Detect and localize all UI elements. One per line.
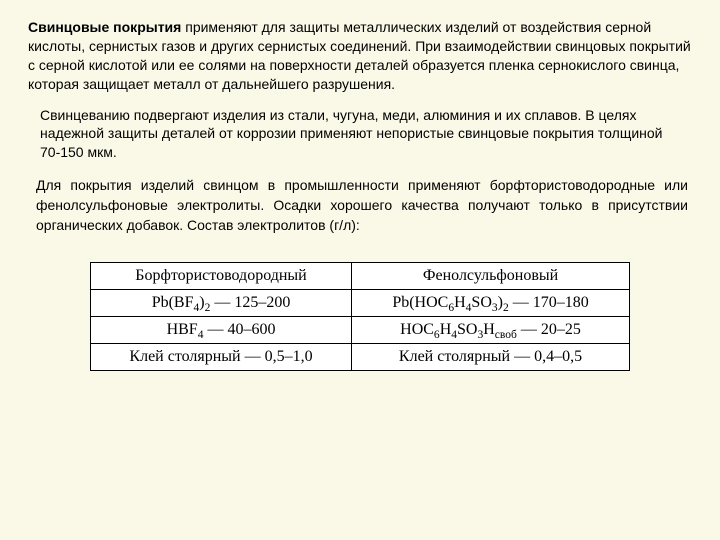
paragraph-3: Для покрытия изделий свинцом в промышлен… [36,176,688,236]
table-row: Pb(BF4)2 — 125–200 Pb(HOC6H4SO3)2 — 170–… [91,289,630,316]
table-cell: Pb(HOC6H4SO3)2 — 170–180 [352,289,630,316]
table-header-row: Борфтористоводородный Фенолсульфоновый [91,262,630,289]
table-header-col-1: Борфтористоводородный [91,262,352,289]
table-cell: HBF4 — 40–600 [91,316,352,343]
table-header-col-2: Фенолсульфоновый [352,262,630,289]
paragraph-1-lead: Свинцовые покрытия [28,19,181,35]
table-row: Клей столярный — 0,5–1,0 Клей столярный … [91,343,630,370]
table-cell: Клей столярный — 0,5–1,0 [91,343,352,370]
paragraph-1: Свинцовые покрытия применяют для защиты … [28,18,692,94]
paragraph-2: Свинцеванию подвергают изделия из стали,… [40,106,684,163]
table-row: HBF4 — 40–600 HOC6H4SO3Hсвоб — 20–25 [91,316,630,343]
table-cell: HOC6H4SO3Hсвоб — 20–25 [352,316,630,343]
table-cell: Клей столярный — 0,4–0,5 [352,343,630,370]
table-cell: Pb(BF4)2 — 125–200 [91,289,352,316]
electrolyte-table-wrap: Борфтористоводородный Фенолсульфоновый P… [90,262,630,371]
electrolyte-table: Борфтористоводородный Фенолсульфоновый P… [90,262,630,371]
